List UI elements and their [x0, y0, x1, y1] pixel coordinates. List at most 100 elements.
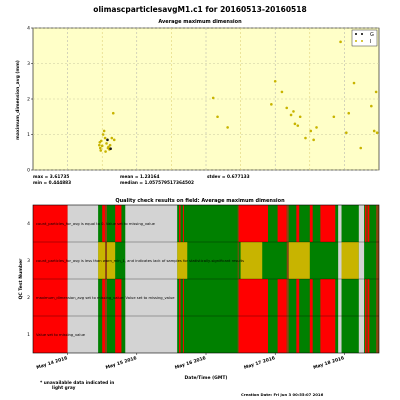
- qc-cell-unavailable: [338, 205, 342, 242]
- scatter-title: Average maximum dimension: [158, 19, 242, 25]
- qc-cell-transition: [376, 279, 379, 316]
- legend-marker: [361, 33, 363, 35]
- legend-marker: [361, 40, 363, 42]
- scatter-point-i: [339, 40, 342, 44]
- scatter-point-i: [375, 131, 379, 135]
- creation-date: Creation Date: Fri Jun 3 00:55:07 2016: [241, 392, 324, 397]
- qc-grid: [33, 241, 379, 317]
- scatter-point-i: [98, 143, 101, 147]
- scatter-point-i: [298, 115, 302, 119]
- qc-cell-warn: [240, 242, 263, 279]
- qc-cell-missing: [320, 205, 336, 242]
- qc-test-number: 3: [27, 258, 30, 264]
- scatter-point-i: [285, 106, 289, 110]
- qc-cell-missing: [309, 316, 313, 353]
- qc-cell-transition: [237, 242, 239, 279]
- qc-cell-missing: [367, 205, 370, 242]
- scatter-point-i: [104, 150, 107, 153]
- qc-cell-unavailable: [338, 279, 342, 316]
- qc-cell-missing: [33, 205, 68, 242]
- legend-marker: [355, 40, 357, 42]
- qc-cell-missing: [365, 316, 367, 353]
- scatter-points: [98, 40, 379, 153]
- qc-cell-unavailable: [358, 205, 365, 242]
- scatter-point-i: [270, 103, 273, 106]
- scatter-point-i: [374, 90, 378, 94]
- scatter-point-i: [211, 96, 215, 100]
- qc-cell-unavailable: [358, 242, 365, 279]
- qc-x-ticks: May 14 2016 May 15 2016 May 16 2016 May 17 …: [36, 353, 345, 371]
- qc-cell-transition: [286, 205, 289, 242]
- qc-cell-unavailable: [338, 316, 342, 353]
- qc-cell-transition: [237, 279, 239, 316]
- qc-cell-transition: [286, 279, 289, 316]
- stat-max: max = 3.61735: [33, 174, 69, 180]
- qc-cell-missing: [365, 205, 367, 242]
- stat-mean: mean = 1.23164: [120, 174, 160, 180]
- qc-cell-unavailable: [358, 279, 365, 316]
- qc-x-tick-label: May 17 2016: [243, 355, 276, 371]
- qc-cell-missing: [365, 279, 367, 316]
- scatter-point-i: [100, 144, 104, 148]
- qc-x-tick-label: May 15 2016: [105, 355, 138, 371]
- qc-cell-unavailable: [125, 242, 178, 279]
- scatter-point-i: [216, 115, 219, 119]
- scatter-point-i: [111, 111, 115, 115]
- scatter-y-ticks: 0 1 2 3 4: [27, 26, 33, 174]
- scatter-point-i: [289, 113, 293, 117]
- scatter-y-tick-label: 2: [27, 97, 30, 103]
- qc-cell-transition: [237, 205, 239, 242]
- scatter-point-i: [280, 90, 284, 94]
- scatter-point-i: [112, 138, 116, 142]
- scatter-y-axis-label: maximum_dimension_avg (mm): [15, 60, 21, 140]
- qc-cell-unavailable: [67, 316, 99, 353]
- qc-x-tick-label: May 18 2016: [313, 355, 346, 371]
- qc-test-description: maximum_dimension_avg set to missing_val…: [36, 296, 175, 300]
- qc-cell-missing: [309, 205, 313, 242]
- qc-cell-missing: [102, 316, 106, 353]
- qc-cell-missing: [320, 279, 336, 316]
- scatter-point-i: [309, 129, 313, 133]
- qc-cell-missing: [277, 279, 287, 316]
- scatter-point-i: [101, 133, 105, 136]
- scatter-y-tick-label: 1: [27, 132, 30, 138]
- qc-test-number: 1: [27, 332, 30, 338]
- qc-cell-warn: [288, 242, 310, 279]
- scatter-point-i: [105, 142, 108, 145]
- scatter-point-i: [108, 143, 112, 147]
- qc-cell-missing: [238, 279, 268, 316]
- qc-row-labels: 1 Value set to missing_value 2 maximum_dime…: [27, 221, 244, 338]
- scatter-point-g: [109, 147, 112, 150]
- scatter-point-i: [110, 136, 114, 140]
- qc-cell-unavailable: [358, 316, 365, 353]
- scatter-grid: [33, 27, 379, 171]
- stat-median: median = 1.057579517364502: [120, 180, 194, 186]
- scatter-point-g: [106, 138, 109, 142]
- qc-cell-unavailable: [67, 205, 99, 242]
- qc-cell-missing: [179, 205, 181, 242]
- qc-cell-missing: [277, 205, 287, 242]
- scatter-y-tick-label: 0: [27, 168, 30, 174]
- scatter-point-i: [296, 124, 300, 127]
- qc-cell-missing: [182, 316, 184, 353]
- qc-test-number: 2: [27, 295, 30, 301]
- qc-cell-missing: [115, 279, 122, 316]
- legend-label: G: [370, 32, 374, 38]
- qc-cell-missing: [277, 316, 287, 353]
- scatter-point-i: [304, 136, 307, 140]
- qc-cell-missing: [179, 316, 181, 353]
- qc-cell-missing: [309, 279, 313, 316]
- qc-cell-missing: [238, 316, 268, 353]
- qc-panel: Quality check results on field: Average …: [18, 198, 380, 397]
- scatter-point-i: [102, 129, 106, 133]
- qc-cell-missing: [182, 205, 184, 242]
- qc-title: Quality check results on field: Average …: [115, 198, 285, 204]
- qc-cell-transition: [105, 316, 108, 353]
- qc-cell-unavailable: [67, 279, 99, 316]
- scatter-point-i: [372, 129, 376, 133]
- scatter-point-i: [345, 131, 348, 135]
- qc-cell-unavailable: [67, 242, 99, 279]
- scatter-point-i: [103, 136, 107, 140]
- qc-cell-missing: [102, 205, 106, 242]
- qc-cell-transition: [376, 205, 379, 242]
